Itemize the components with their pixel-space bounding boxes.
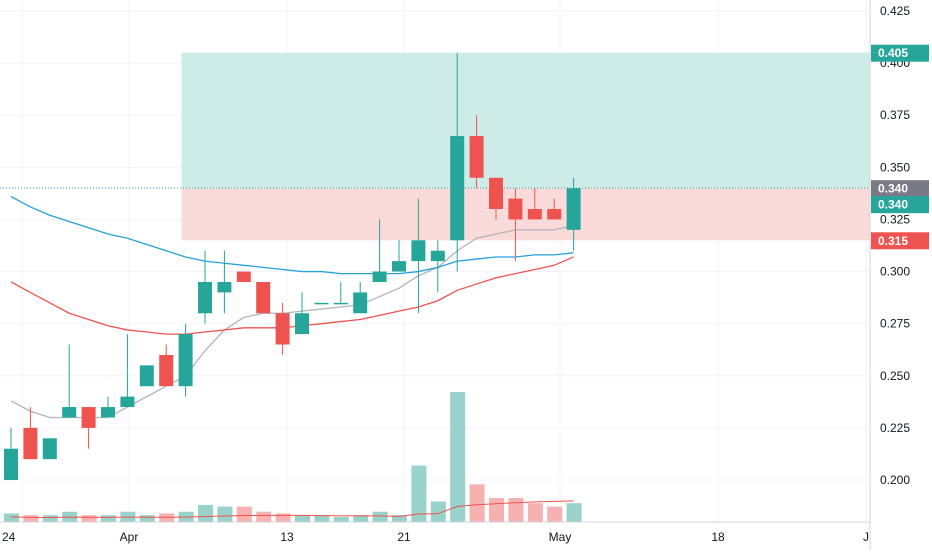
y-tick-label: 0.375: [880, 108, 910, 122]
price-tags: 0.405 0.340 0.340 0.315: [871, 44, 929, 250]
moving-averages: [10, 195, 574, 419]
volume-bar: [450, 392, 466, 522]
candle-body: [372, 271, 387, 282]
volume-ma-line: [10, 500, 574, 519]
price-tag-label: 0.340: [878, 182, 908, 196]
volume-bar: [159, 513, 175, 522]
y-tick-label: 0.225: [880, 421, 910, 435]
volume-bar: [372, 511, 388, 522]
volume-bar: [411, 465, 427, 522]
y-tick-label: 0.425: [880, 4, 910, 18]
volume-bar: [236, 506, 252, 522]
candle-body: [101, 407, 115, 418]
price-tag-label: 0.340: [878, 198, 908, 212]
x-tick-label: 18: [711, 530, 725, 544]
x-tick-label: May: [549, 530, 572, 544]
price-tag-background: [871, 232, 929, 250]
candle-body: [392, 261, 406, 272]
volume-bar: [547, 506, 563, 522]
volume-bar: [508, 498, 524, 522]
candle-body: [159, 354, 174, 387]
candle-body: [566, 188, 581, 230]
candle-body: [42, 438, 57, 460]
candle-body: [489, 177, 503, 210]
y-tick-label: 0.325: [880, 212, 910, 226]
candle-body: [4, 448, 18, 480]
volume-bar: [392, 515, 407, 522]
price-tag-background: [871, 196, 929, 214]
volume-bar: [275, 513, 291, 522]
y-tick-label: 0.300: [880, 265, 910, 279]
candle-body: [295, 313, 309, 335]
volume-bar: [256, 511, 272, 522]
volume-bar: [295, 515, 310, 522]
x-tick-label: Apr: [120, 530, 139, 544]
candle-body: [450, 136, 465, 241]
position-zones[interactable]: [0, 52, 871, 241]
volume-bar: [333, 516, 349, 522]
candle-body: [275, 313, 290, 345]
price-tag: 0.315: [871, 232, 929, 250]
volume-bar: [566, 503, 582, 522]
loss-zone[interactable]: [181, 188, 871, 241]
candle-body: [256, 281, 271, 314]
price-tag-label: 0.405: [878, 46, 908, 60]
moving-average-line: [10, 256, 574, 335]
profit-zone[interactable]: [181, 52, 871, 189]
price-tag: 0.340: [871, 196, 929, 214]
volume-bar: [23, 515, 39, 522]
candle-body: [62, 407, 77, 418]
volume-bar: [469, 484, 485, 522]
candle-body: [527, 209, 542, 220]
candle-body: [198, 281, 212, 314]
candle-body: [217, 281, 232, 293]
x-tick-label: 21: [397, 530, 411, 544]
candle-body: [236, 271, 251, 282]
x-tick-label: 24: [2, 530, 16, 544]
candle-body: [139, 365, 154, 387]
candle-body: [120, 396, 135, 408]
price-tag-background: [871, 180, 929, 198]
price-tag-background: [871, 44, 929, 62]
volume-bar: [101, 515, 116, 522]
volume-bar: [430, 501, 446, 522]
volume-bar: [353, 515, 369, 522]
x-tick-label: 13: [280, 530, 294, 544]
candle-body: [430, 250, 445, 262]
candle-body: [353, 292, 368, 314]
y-tick-label: 0.200: [880, 473, 910, 487]
volume-bar: [198, 504, 213, 522]
candle-body: [411, 240, 426, 262]
volume-bar: [489, 498, 504, 522]
volume-bars: [4, 392, 582, 522]
candle-body: [23, 427, 38, 460]
candle-body: [333, 302, 348, 305]
moving-average-line: [10, 225, 574, 419]
candle-body: [81, 407, 96, 428]
candlesticks: [4, 52, 581, 480]
candle-body: [314, 302, 329, 305]
candle-body: [469, 136, 484, 178]
volume-bar: [217, 506, 233, 522]
volume-bar: [4, 513, 19, 522]
volume-bar: [139, 515, 155, 522]
candle-body: [178, 334, 193, 387]
price-tag: 0.340: [871, 180, 929, 198]
volume-bar: [314, 515, 330, 522]
x-tick-label: J: [863, 530, 869, 544]
volume-bar: [81, 515, 97, 522]
volume-bar: [527, 503, 543, 522]
y-tick-label: 0.275: [880, 317, 910, 331]
y-tick-label: 0.250: [880, 369, 910, 383]
price-tag-label: 0.315: [878, 234, 908, 248]
y-tick-label: 0.350: [880, 160, 910, 174]
axes: 0.4250.4000.3750.3500.3250.3000.2750.250…: [0, 0, 910, 550]
candle-body: [547, 209, 562, 220]
moving-average-line: [10, 195, 574, 275]
volume-bar: [42, 515, 58, 522]
price-tag: 0.405: [871, 44, 929, 62]
candle-body: [508, 198, 523, 220]
